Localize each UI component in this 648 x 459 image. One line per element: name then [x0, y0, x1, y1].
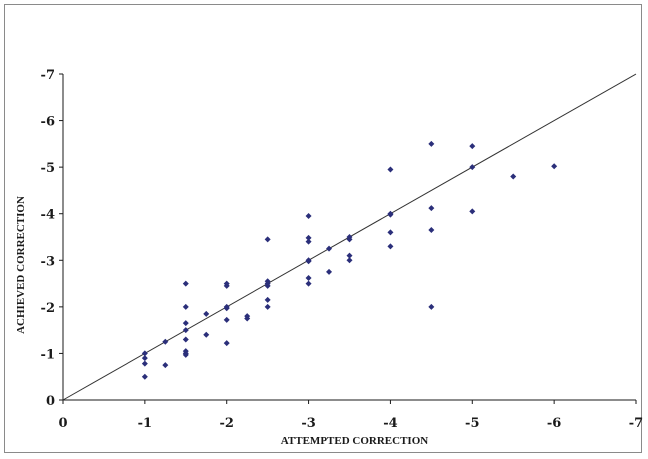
x-tick-label: -3 — [301, 416, 315, 431]
data-point — [387, 211, 394, 218]
x-tick-label: -4 — [383, 416, 397, 431]
y-tick-label: -4 — [41, 208, 55, 223]
y-tick-label: 0 — [46, 394, 55, 409]
data-point — [264, 303, 271, 310]
x-tick-label: -7 — [629, 416, 643, 431]
y-axis-title: ACHIEVED CORRECTION — [15, 196, 27, 334]
data-point — [469, 164, 476, 171]
data-point — [346, 257, 353, 264]
data-point — [203, 310, 210, 317]
data-point — [305, 234, 312, 241]
data-point — [244, 315, 251, 322]
y-tick-label: -2 — [41, 301, 55, 316]
x-tick-label: -1 — [138, 416, 152, 431]
data-point — [305, 213, 312, 220]
data-point — [182, 327, 189, 334]
data-point — [387, 243, 394, 250]
data-point — [141, 360, 148, 367]
data-point — [141, 355, 148, 362]
data-point — [182, 280, 189, 287]
data-point — [141, 373, 148, 380]
data-point — [203, 331, 210, 338]
data-point — [141, 350, 148, 357]
data-point — [264, 236, 271, 243]
data-point — [182, 336, 189, 343]
data-point — [510, 173, 517, 180]
data-point — [428, 303, 435, 310]
data-point — [305, 274, 312, 281]
data-points — [141, 140, 558, 380]
x-tick-label: -6 — [547, 416, 561, 431]
data-point — [264, 282, 271, 289]
data-point — [182, 320, 189, 327]
data-point — [428, 227, 435, 234]
data-point — [264, 296, 271, 303]
data-point — [223, 282, 230, 289]
data-point — [223, 316, 230, 323]
x-tick-label: 0 — [58, 416, 67, 431]
data-point — [387, 166, 394, 173]
x-tick-label: -5 — [465, 416, 479, 431]
y-tick-label: -7 — [41, 68, 55, 83]
data-point — [326, 268, 333, 275]
data-point — [428, 205, 435, 212]
data-point — [182, 303, 189, 310]
data-point — [551, 163, 558, 170]
chart-frame — [4, 4, 642, 453]
y-tick-label: -3 — [41, 254, 55, 269]
y-axis-ticks: 0 -1 -2 -3 -4 -5 -6 -7 — [41, 68, 63, 409]
x-tick-label: -2 — [219, 416, 233, 431]
axes — [62, 74, 636, 401]
x-axis-title: ATTEMPTED CORRECTION — [281, 435, 428, 447]
data-point — [305, 238, 312, 245]
y-tick-label: -6 — [41, 115, 55, 130]
x-axis-ticks: 0 -1 -2 -3 -4 -5 -6 -7 — [58, 400, 643, 431]
data-point — [305, 280, 312, 287]
data-point — [223, 340, 230, 347]
data-point — [326, 245, 333, 252]
data-point — [387, 229, 394, 236]
data-point — [469, 208, 476, 215]
data-point — [182, 351, 189, 358]
data-point — [305, 258, 312, 265]
data-point — [346, 236, 353, 243]
data-point — [428, 140, 435, 147]
data-point — [162, 338, 169, 345]
y-tick-label: -1 — [41, 347, 55, 362]
data-point — [469, 143, 476, 150]
data-point — [346, 252, 353, 259]
data-point — [223, 305, 230, 312]
data-point — [162, 362, 169, 369]
y-tick-label: -5 — [41, 161, 55, 176]
